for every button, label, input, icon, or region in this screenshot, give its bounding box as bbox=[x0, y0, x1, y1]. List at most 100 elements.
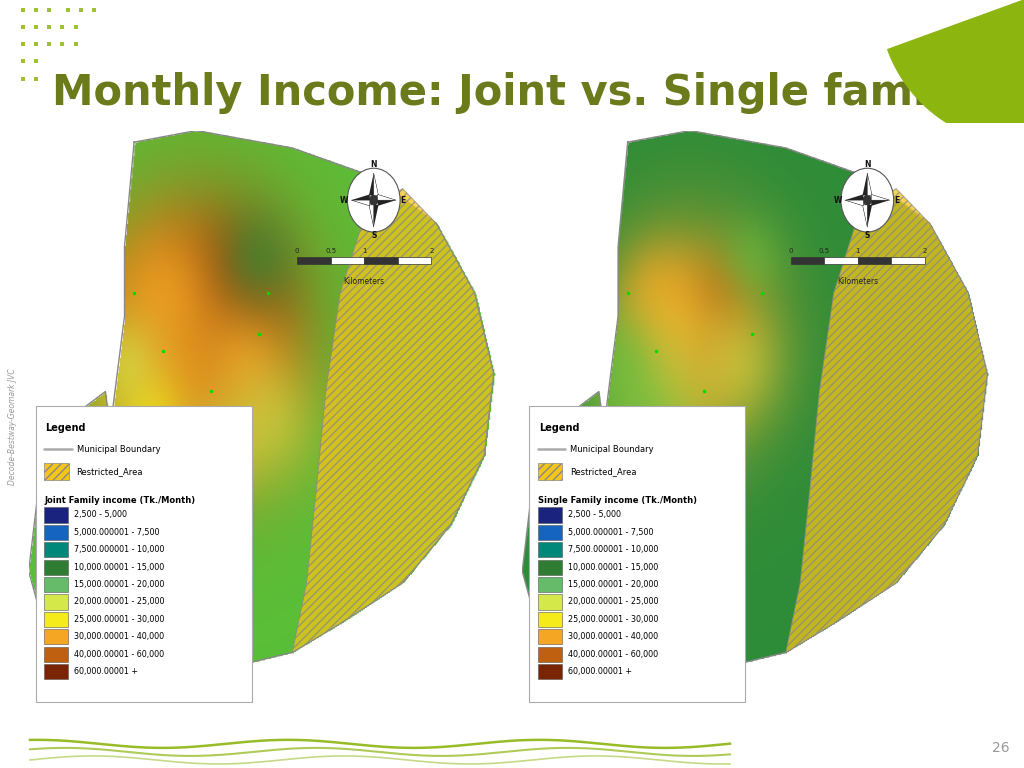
Polygon shape bbox=[378, 194, 396, 206]
Bar bbox=[44, 629, 68, 644]
Text: Joint Family income (Tk./Month): Joint Family income (Tk./Month) bbox=[44, 496, 196, 505]
Polygon shape bbox=[369, 205, 379, 227]
Text: 5,000.000001 - 7,500: 5,000.000001 - 7,500 bbox=[567, 528, 653, 537]
Text: 25,000.00001 - 30,000: 25,000.00001 - 30,000 bbox=[567, 615, 658, 624]
Text: Monthly Income: Joint vs. Single family: Monthly Income: Joint vs. Single family bbox=[52, 72, 969, 114]
Text: W: W bbox=[340, 196, 348, 204]
Text: 15,000.00001 - 20,000: 15,000.00001 - 20,000 bbox=[567, 580, 658, 589]
Text: 26: 26 bbox=[992, 741, 1010, 755]
Circle shape bbox=[370, 195, 378, 205]
Polygon shape bbox=[351, 194, 370, 206]
Text: 15,000.00001 - 20,000: 15,000.00001 - 20,000 bbox=[74, 580, 165, 589]
Bar bbox=[538, 647, 561, 662]
Bar bbox=[538, 612, 561, 627]
Polygon shape bbox=[845, 194, 863, 206]
Bar bbox=[538, 594, 561, 610]
Bar bbox=[44, 664, 68, 679]
Text: Legend: Legend bbox=[539, 423, 580, 433]
Bar bbox=[297, 257, 331, 264]
Text: S: S bbox=[371, 231, 377, 240]
Circle shape bbox=[863, 195, 871, 205]
Text: 10,000.00001 - 15,000: 10,000.00001 - 15,000 bbox=[74, 563, 165, 571]
Text: Decode-Bestway-Geomark JVC: Decode-Bestway-Geomark JVC bbox=[8, 368, 17, 485]
Polygon shape bbox=[374, 173, 379, 195]
Polygon shape bbox=[369, 173, 379, 195]
Text: 20,000.00001 - 25,000: 20,000.00001 - 25,000 bbox=[567, 598, 658, 607]
Text: Restricted_Area: Restricted_Area bbox=[570, 467, 637, 476]
Polygon shape bbox=[292, 189, 494, 653]
Bar bbox=[44, 463, 69, 480]
Text: 5,000.000001 - 7,500: 5,000.000001 - 7,500 bbox=[74, 528, 160, 537]
Text: Kilometers: Kilometers bbox=[344, 276, 385, 286]
Bar bbox=[397, 257, 431, 264]
FancyBboxPatch shape bbox=[36, 406, 252, 702]
Text: Municipal Boundary: Municipal Boundary bbox=[570, 445, 653, 454]
Text: 1: 1 bbox=[855, 248, 860, 254]
Text: 40,000.00001 - 60,000: 40,000.00001 - 60,000 bbox=[74, 650, 164, 659]
Bar bbox=[44, 542, 68, 558]
Bar bbox=[791, 257, 824, 264]
FancyBboxPatch shape bbox=[529, 406, 745, 702]
Bar bbox=[44, 560, 68, 574]
Text: 0.5: 0.5 bbox=[818, 248, 829, 254]
Text: 7,500.000001 - 10,000: 7,500.000001 - 10,000 bbox=[74, 545, 165, 554]
Bar bbox=[538, 664, 561, 679]
Bar bbox=[44, 577, 68, 592]
Text: E: E bbox=[894, 196, 899, 204]
Bar bbox=[538, 463, 562, 480]
Bar bbox=[538, 577, 561, 592]
Polygon shape bbox=[351, 200, 370, 206]
Bar bbox=[365, 257, 397, 264]
Text: 60,000.00001 +: 60,000.00001 + bbox=[567, 667, 632, 676]
Circle shape bbox=[841, 168, 894, 232]
Text: 30,000.00001 - 40,000: 30,000.00001 - 40,000 bbox=[74, 632, 164, 641]
Text: 2: 2 bbox=[429, 248, 433, 254]
Text: Single Family income (Tk./Month): Single Family income (Tk./Month) bbox=[538, 496, 696, 505]
Bar bbox=[538, 560, 561, 574]
Text: 2: 2 bbox=[923, 248, 927, 254]
Polygon shape bbox=[871, 194, 890, 200]
Text: Restricted_Area: Restricted_Area bbox=[77, 467, 143, 476]
Text: 60,000.00001 +: 60,000.00001 + bbox=[74, 667, 138, 676]
Bar bbox=[331, 257, 365, 264]
Bar bbox=[538, 508, 561, 522]
Polygon shape bbox=[862, 205, 867, 227]
Bar bbox=[538, 542, 561, 558]
Text: N: N bbox=[864, 160, 870, 169]
Bar bbox=[44, 647, 68, 662]
Text: S: S bbox=[864, 231, 870, 240]
Text: 2,500 - 5,000: 2,500 - 5,000 bbox=[567, 511, 621, 519]
Text: 10,000.00001 - 15,000: 10,000.00001 - 15,000 bbox=[567, 563, 658, 571]
Text: E: E bbox=[400, 196, 406, 204]
Polygon shape bbox=[871, 194, 890, 206]
Bar bbox=[44, 612, 68, 627]
Polygon shape bbox=[862, 173, 872, 195]
Polygon shape bbox=[888, 0, 1024, 145]
Text: 0: 0 bbox=[788, 248, 793, 254]
Circle shape bbox=[347, 168, 400, 232]
Text: Municipal Boundary: Municipal Boundary bbox=[77, 445, 160, 454]
Bar bbox=[538, 525, 561, 540]
Bar bbox=[44, 594, 68, 610]
Text: 7,500.000001 - 10,000: 7,500.000001 - 10,000 bbox=[567, 545, 658, 554]
Text: Kilometers: Kilometers bbox=[838, 276, 879, 286]
Bar bbox=[44, 525, 68, 540]
Bar bbox=[538, 629, 561, 644]
Text: 30,000.00001 - 40,000: 30,000.00001 - 40,000 bbox=[567, 632, 657, 641]
Text: W: W bbox=[834, 196, 842, 204]
Text: 40,000.00001 - 60,000: 40,000.00001 - 60,000 bbox=[567, 650, 657, 659]
Bar bbox=[44, 508, 68, 522]
Text: Legend: Legend bbox=[45, 423, 86, 433]
Polygon shape bbox=[845, 200, 863, 206]
Polygon shape bbox=[785, 189, 987, 653]
Bar bbox=[858, 257, 891, 264]
Polygon shape bbox=[862, 205, 872, 227]
Text: 25,000.00001 - 30,000: 25,000.00001 - 30,000 bbox=[74, 615, 165, 624]
Polygon shape bbox=[369, 205, 374, 227]
Text: 1: 1 bbox=[361, 248, 367, 254]
Polygon shape bbox=[378, 194, 396, 200]
Bar bbox=[824, 257, 858, 264]
Text: 2,500 - 5,000: 2,500 - 5,000 bbox=[74, 511, 127, 519]
Text: 0.5: 0.5 bbox=[325, 248, 336, 254]
Text: 0: 0 bbox=[295, 248, 299, 254]
